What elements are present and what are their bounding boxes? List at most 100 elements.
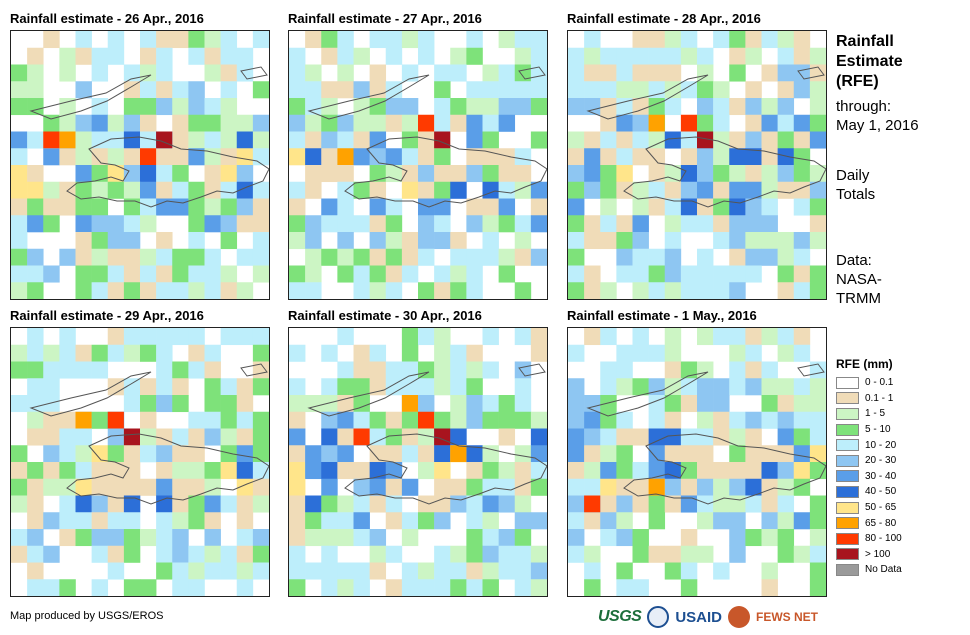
- rainfall-cell: [632, 114, 649, 132]
- rainfall-cell: [123, 148, 141, 166]
- rainfall-cell: [156, 98, 173, 116]
- rainfall-cell: [530, 198, 547, 216]
- rainfall-cell: [809, 411, 826, 429]
- rainfall-cell: [401, 411, 419, 429]
- rainfall-cell: [664, 361, 682, 379]
- rainfall-cell: [809, 395, 826, 413]
- rainfall-cell: [353, 344, 370, 362]
- rainfall-cell: [321, 529, 338, 547]
- rainfall-cell-high: [434, 428, 451, 446]
- rainfall-cell: [729, 31, 746, 49]
- rainfall-cell: [385, 495, 403, 513]
- rainfall-cell: [600, 462, 617, 480]
- rainfall-cell: [777, 114, 795, 132]
- rainfall-cell: [809, 114, 826, 132]
- rainfall-cell: [600, 64, 617, 82]
- rainfall-cell: [236, 328, 254, 346]
- rainfall-cell: [648, 198, 666, 216]
- rainfall-cell: [172, 462, 189, 480]
- rainfall-cell: [156, 344, 173, 362]
- rainfall-cell: [809, 512, 826, 530]
- rainfall-cell: [697, 462, 714, 480]
- rainfall-cell: [498, 114, 516, 132]
- rainfall-cell: [697, 114, 714, 132]
- map-panel-6: Rainfall estimate - 1 May., 2016: [567, 308, 827, 597]
- rainfall-cell: [91, 148, 109, 166]
- rainfall-cell: [584, 545, 601, 563]
- rainfall-cell: [466, 198, 483, 216]
- rainfall-cell: [761, 395, 778, 413]
- rainfall-cell: [697, 512, 714, 530]
- rainfall-cell: [793, 198, 811, 216]
- rainfall-cell: [745, 181, 762, 199]
- rainfall-cell: [680, 529, 698, 547]
- rainfall-cell: [305, 232, 322, 250]
- rainfall-cell: [75, 148, 92, 166]
- rainfall-cell: [156, 198, 173, 216]
- rainfall-cell: [27, 215, 44, 233]
- rainfall-cell: [156, 512, 173, 530]
- rainfall-cell: [401, 248, 419, 266]
- rainfall-cell: [600, 98, 617, 116]
- rainfall-cell: [809, 579, 826, 596]
- rainfall-cell: [59, 114, 76, 132]
- rainfall-cell: [188, 328, 205, 346]
- rainfall-cell: [616, 47, 633, 65]
- rainfall-cell: [156, 248, 173, 266]
- rainfall-cell: [482, 81, 499, 99]
- rainfall-cell: [289, 512, 306, 530]
- rainfall-cell: [252, 31, 269, 49]
- legend-item: 30 - 40: [836, 469, 902, 485]
- rainfall-cell: [809, 131, 826, 149]
- rainfall-cell: [713, 181, 730, 199]
- rainfall-cell: [75, 131, 92, 149]
- rainfall-cell: [745, 529, 762, 547]
- rainfall-cell: [729, 512, 746, 530]
- rainfall-cell: [632, 545, 649, 563]
- rainfall-cell: [11, 282, 28, 299]
- rainfall-cell: [236, 395, 254, 413]
- rainfall-cell: [353, 248, 370, 266]
- rainfall-cell: [664, 478, 682, 496]
- rainfall-cell: [600, 81, 617, 99]
- legend-label: 0 - 0.1: [865, 377, 894, 389]
- rainfall-cell: [664, 64, 682, 82]
- rainfall-cell: [220, 198, 238, 216]
- rainfall-cell: [809, 282, 826, 299]
- rainfall-cell: [385, 428, 403, 446]
- rainfall-cell: [188, 47, 205, 65]
- rainfall-cell: [59, 248, 76, 266]
- rainfall-cell: [697, 411, 714, 429]
- rainfall-cell: [680, 395, 698, 413]
- rainfall-cell: [616, 148, 633, 166]
- rainfall-cell: [369, 462, 387, 480]
- rainfall-cell: [188, 361, 205, 379]
- rainfall-cell: [156, 64, 173, 82]
- rainfall-cell: [172, 181, 189, 199]
- rainfall-cell: [466, 282, 483, 299]
- rainfall-cell: [220, 411, 238, 429]
- rainfall-cell: [697, 282, 714, 299]
- rainfall-cell: [530, 579, 547, 596]
- rainfall-cell: [204, 198, 221, 216]
- map-frame: [10, 327, 270, 597]
- rainfall-cell: [514, 361, 532, 379]
- rainfall-cell: [172, 328, 189, 346]
- rainfall-cell: [305, 445, 322, 463]
- rainfall-cell: [745, 378, 762, 396]
- rainfall-cell: [204, 114, 221, 132]
- rainfall-map: [11, 328, 269, 596]
- rainfall-cell: [498, 495, 516, 513]
- rainfall-cell: [172, 31, 189, 49]
- rainfall-cell: [204, 265, 221, 283]
- rainfall-cell: [434, 512, 451, 530]
- rainfall-cell: [777, 378, 795, 396]
- rainfall-cell: [353, 462, 370, 480]
- rainfall-cell: [91, 579, 109, 596]
- rainfall-cell: [530, 478, 547, 496]
- rainfall-cell: [729, 232, 746, 250]
- rainfall-cell: [777, 512, 795, 530]
- rainfall-cell: [568, 64, 585, 82]
- rainfall-cell: [761, 562, 778, 580]
- rainfall-cell: [777, 31, 795, 49]
